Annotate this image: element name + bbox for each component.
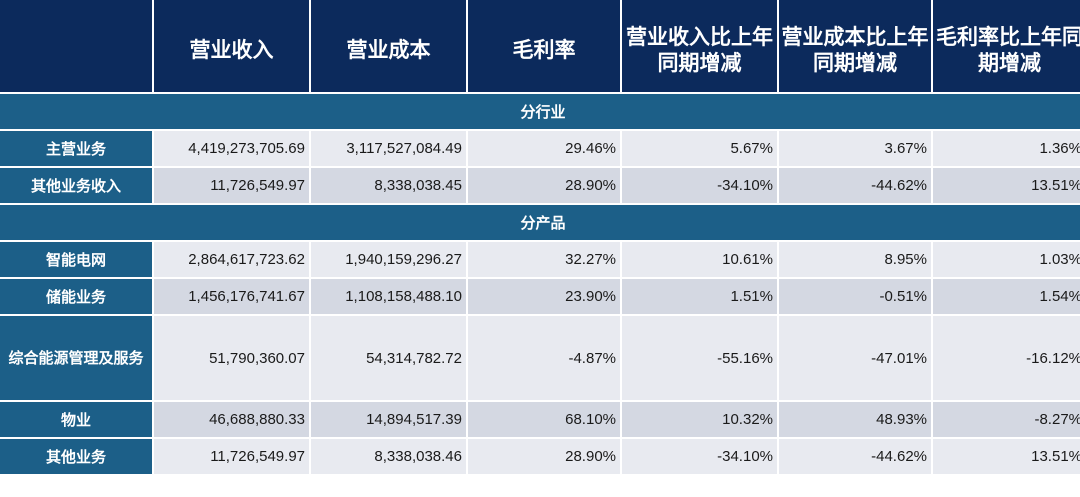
cell-cost: 1,108,158,488.10 <box>311 279 466 314</box>
row-label: 储能业务 <box>0 279 152 314</box>
financial-table: 营业收入 营业成本 毛利率 营业收入比上年同期增减 营业成本比上年同期增减 毛利… <box>0 0 1080 474</box>
cell-revenue: 11,726,549.97 <box>154 439 309 474</box>
cell-cost-yoy: -0.51% <box>779 279 931 314</box>
cell-revenue-yoy: 5.67% <box>622 131 777 166</box>
cell-margin-yoy: 1.36% <box>933 131 1080 166</box>
cell-revenue: 1,456,176,741.67 <box>154 279 309 314</box>
cell-cost-yoy: -47.01% <box>779 316 931 400</box>
cell-gross-margin: 68.10% <box>468 402 620 437</box>
table-row: 综合能源管理及服务 51,790,360.07 54,314,782.72 -4… <box>0 316 1080 400</box>
header-corner <box>0 0 152 92</box>
cell-cost: 8,338,038.46 <box>311 439 466 474</box>
cell-cost: 3,117,527,084.49 <box>311 131 466 166</box>
section-row: 分产品 <box>0 205 1080 240</box>
table-row: 其他业务收入 11,726,549.97 8,338,038.45 28.90%… <box>0 168 1080 203</box>
table-row: 智能电网 2,864,617,723.62 1,940,159,296.27 3… <box>0 242 1080 277</box>
cell-margin-yoy: -16.12% <box>933 316 1080 400</box>
cell-cost-yoy: -44.62% <box>779 439 931 474</box>
cell-margin-yoy: 13.51% <box>933 439 1080 474</box>
cell-cost-yoy: 48.93% <box>779 402 931 437</box>
table-row: 其他业务 11,726,549.97 8,338,038.46 28.90% -… <box>0 439 1080 474</box>
cell-cost: 14,894,517.39 <box>311 402 466 437</box>
cell-cost-yoy: 3.67% <box>779 131 931 166</box>
cell-margin-yoy: 1.03% <box>933 242 1080 277</box>
cell-gross-margin: 32.27% <box>468 242 620 277</box>
cell-revenue-yoy: 10.61% <box>622 242 777 277</box>
cell-revenue-yoy: -55.16% <box>622 316 777 400</box>
cell-cost: 1,940,159,296.27 <box>311 242 466 277</box>
header-cost: 营业成本 <box>311 0 466 92</box>
section-row: 分行业 <box>0 94 1080 129</box>
cell-revenue: 4,419,273,705.69 <box>154 131 309 166</box>
section-title-product: 分产品 <box>0 205 1080 240</box>
row-label: 其他业务收入 <box>0 168 152 203</box>
row-label: 主营业务 <box>0 131 152 166</box>
cell-gross-margin: 23.90% <box>468 279 620 314</box>
cell-margin-yoy: 1.54% <box>933 279 1080 314</box>
cell-cost: 54,314,782.72 <box>311 316 466 400</box>
cell-gross-margin: -4.87% <box>468 316 620 400</box>
cell-margin-yoy: 13.51% <box>933 168 1080 203</box>
row-label: 综合能源管理及服务 <box>0 316 152 400</box>
header-cost-yoy: 营业成本比上年同期增减 <box>779 0 931 92</box>
cell-revenue-yoy: -34.10% <box>622 168 777 203</box>
cell-cost-yoy: 8.95% <box>779 242 931 277</box>
row-label: 物业 <box>0 402 152 437</box>
cell-revenue: 51,790,360.07 <box>154 316 309 400</box>
header-revenue: 营业收入 <box>154 0 309 92</box>
cell-margin-yoy: -8.27% <box>933 402 1080 437</box>
header-row: 营业收入 营业成本 毛利率 营业收入比上年同期增减 营业成本比上年同期增减 毛利… <box>0 0 1080 92</box>
cell-cost: 8,338,038.45 <box>311 168 466 203</box>
row-label: 智能电网 <box>0 242 152 277</box>
cell-revenue-yoy: 10.32% <box>622 402 777 437</box>
cell-gross-margin: 29.46% <box>468 131 620 166</box>
table-row: 储能业务 1,456,176,741.67 1,108,158,488.10 2… <box>0 279 1080 314</box>
cell-cost-yoy: -44.62% <box>779 168 931 203</box>
header-margin-yoy: 毛利率比上年同期增减 <box>933 0 1080 92</box>
cell-revenue-yoy: -34.10% <box>622 439 777 474</box>
cell-revenue: 2,864,617,723.62 <box>154 242 309 277</box>
row-label: 其他业务 <box>0 439 152 474</box>
section-title-industry: 分行业 <box>0 94 1080 129</box>
cell-gross-margin: 28.90% <box>468 168 620 203</box>
header-revenue-yoy: 营业收入比上年同期增减 <box>622 0 777 92</box>
cell-revenue: 11,726,549.97 <box>154 168 309 203</box>
table-row: 主营业务 4,419,273,705.69 3,117,527,084.49 2… <box>0 131 1080 166</box>
cell-gross-margin: 28.90% <box>468 439 620 474</box>
cell-revenue: 46,688,880.33 <box>154 402 309 437</box>
header-gross-margin: 毛利率 <box>468 0 620 92</box>
table-row: 物业 46,688,880.33 14,894,517.39 68.10% 10… <box>0 402 1080 437</box>
cell-revenue-yoy: 1.51% <box>622 279 777 314</box>
